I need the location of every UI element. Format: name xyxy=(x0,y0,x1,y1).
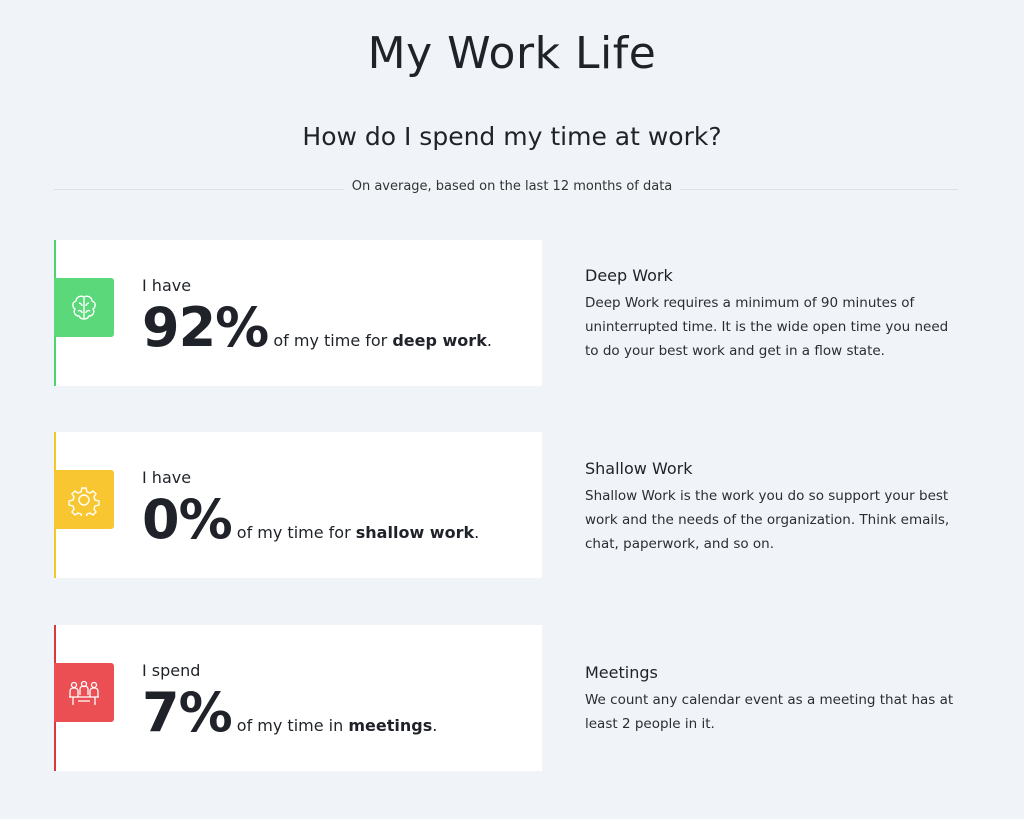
info-text: We count any calendar event as a meeting… xyxy=(585,692,954,732)
stat-line: 92% of my time for deep work. xyxy=(142,296,492,359)
stat-line: 0% of my time for shallow work. xyxy=(142,488,479,551)
lead-text: I have xyxy=(142,468,192,487)
keyword: deep work xyxy=(392,331,487,350)
stat-line: 7% of my time in meetings. xyxy=(142,681,437,744)
percent: 0% xyxy=(142,488,233,551)
percent: 92% xyxy=(142,296,269,359)
meeting-icon xyxy=(69,680,99,705)
suffix: . xyxy=(486,331,492,350)
gear-icon xyxy=(68,486,100,516)
icon xyxy=(54,470,114,529)
suffix: . xyxy=(432,716,438,735)
keyword: shallow work xyxy=(355,523,475,542)
suffix: . xyxy=(474,523,480,542)
stat-card: I have 92% of my time for deep work. xyxy=(54,240,542,386)
note: On average, based on the last 12 months … xyxy=(0,179,1024,194)
prefix: of my time for xyxy=(236,523,351,542)
prefix: of my time in xyxy=(236,716,344,735)
subtitle: How do I spend my time at work? xyxy=(302,122,722,151)
brain-icon xyxy=(72,295,96,320)
prefix: of my time for xyxy=(273,331,388,350)
lead-text: I spend xyxy=(142,661,201,680)
stat-card: I have 0% of my time for shallow work. xyxy=(54,432,542,578)
info-block: Deep Work Deep Work requires a minimum o… xyxy=(585,266,965,363)
info-block: Shallow Work Shallow Work is the work yo… xyxy=(585,459,965,556)
info-heading: Meetings xyxy=(585,663,658,682)
note-text: On average, based on the last 12 months … xyxy=(343,179,681,194)
info-block: Meetings We count any calendar event as … xyxy=(585,663,965,736)
info-text: Deep Work requires a minimum of 90 minut… xyxy=(585,295,949,359)
stat-card: I spend 7% of my time in meetings. xyxy=(54,625,542,771)
info-heading: Deep Work xyxy=(585,266,673,285)
icon xyxy=(54,663,114,722)
percent: 7% xyxy=(142,681,233,744)
keyword: meetings xyxy=(348,716,433,735)
lead-text: I have xyxy=(142,276,192,295)
info-heading: Shallow Work xyxy=(585,459,693,478)
page-title: My Work Life xyxy=(367,28,657,79)
info-text: Shallow Work is the work you do so suppo… xyxy=(585,488,950,552)
icon xyxy=(54,278,114,337)
